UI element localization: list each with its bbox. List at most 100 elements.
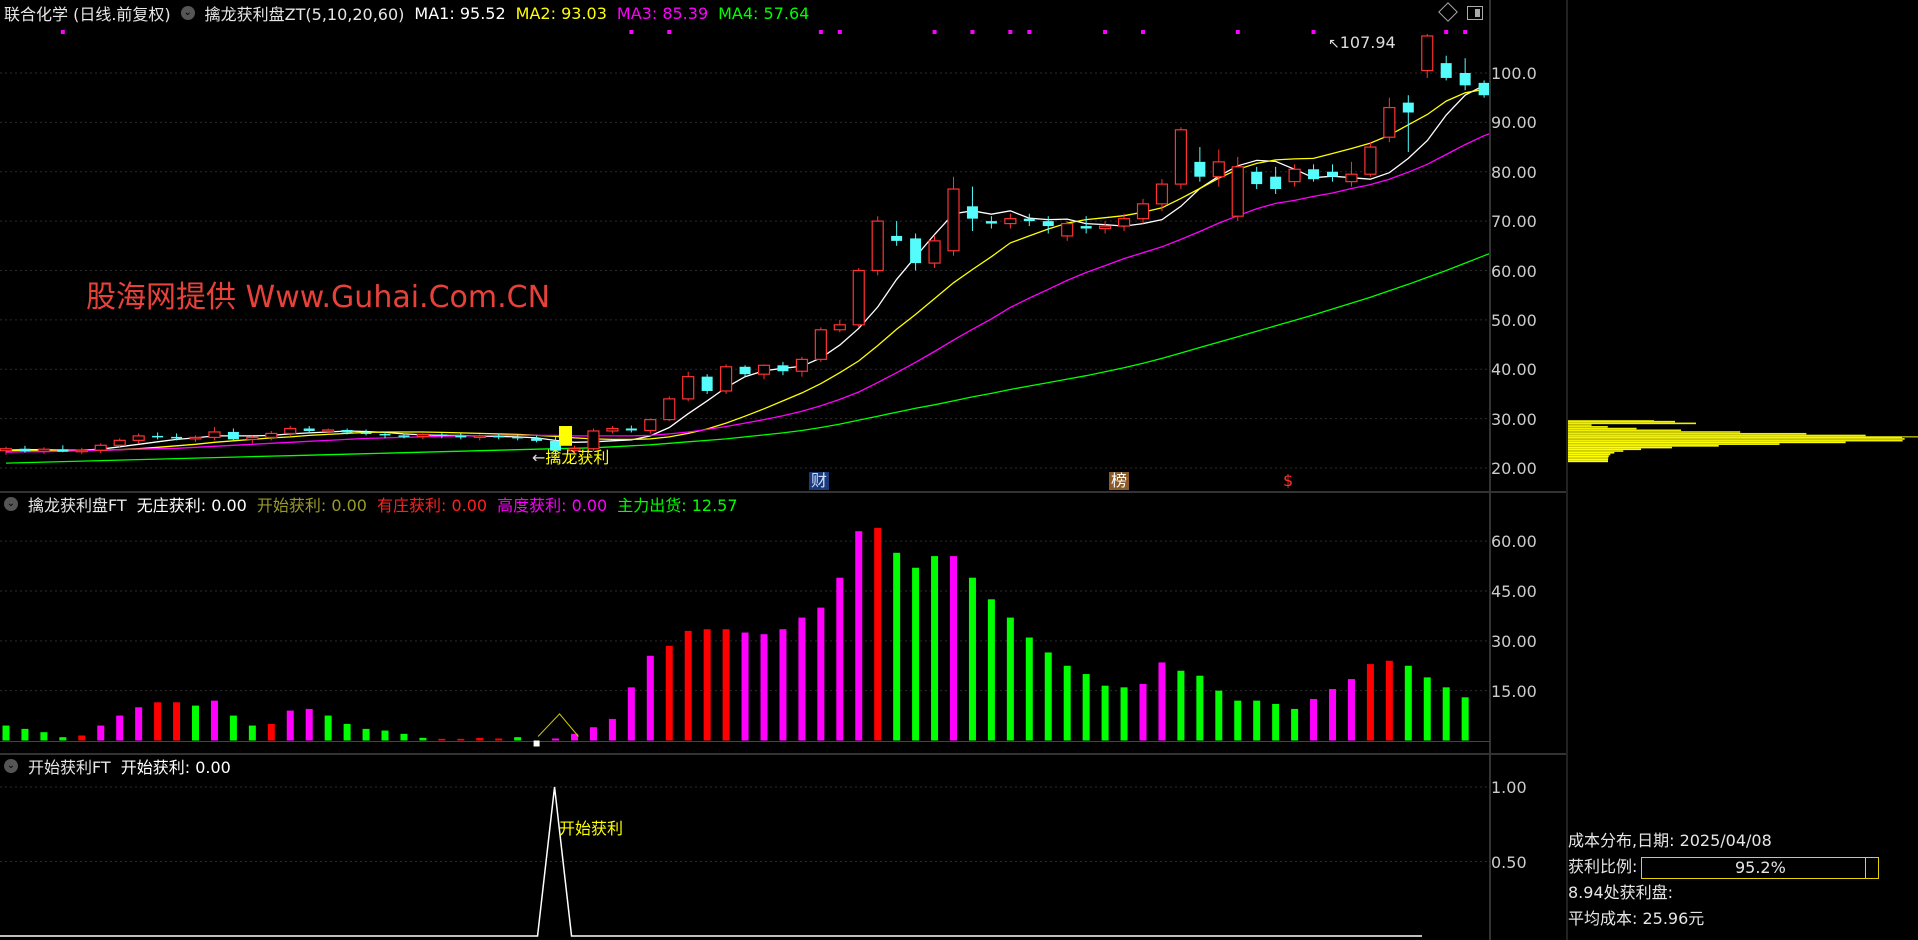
profit-bar [1196,675,1204,741]
profit-bar [874,527,882,741]
cai-marker[interactable]: 财 [809,471,830,490]
candle-body [227,431,239,440]
profit-bar [722,629,730,741]
ma2-line [5,88,1490,452]
chip-bar [1568,453,1611,456]
price-axis-label: 100.0 [1491,64,1537,83]
profit-bar [116,715,124,741]
candle-body [757,364,771,375]
candle-body [1459,73,1471,86]
candle-body [1421,35,1434,72]
candle-body [531,438,543,441]
candle-body [75,449,88,453]
profit-bar [1423,677,1431,741]
candle-body [493,435,505,438]
signal-marker [970,30,975,34]
profit-ratio-bar: 95.2% [1641,856,1880,879]
zhuli-value: 12.57 [691,496,738,515]
profit-bar [1101,685,1109,741]
candle-body [1117,218,1131,227]
candle-body [928,240,941,264]
bar-axis-label: 60.00 [1491,532,1537,552]
candle-body [795,358,809,372]
candle-body [1042,221,1054,227]
signal-square [533,740,540,747]
chip-bar [1568,420,1654,421]
profit-bar [210,700,218,741]
qinlong-signal-block [559,426,573,446]
candle-body [1383,106,1396,138]
profit-bar [779,629,787,741]
main-pane-header: 联合化学 (日线.前复权) ⌄ 擒龙获利盘ZT(5,10,20,60) MA1:… [4,2,809,25]
profit-bar [59,737,67,741]
ma3-label: MA3: [616,3,658,23]
candle-body [1308,169,1320,180]
sub2-name[interactable]: 开始获利FT [28,758,111,777]
stock-title[interactable]: 联合化学 (日线.前复权) [4,5,171,24]
indicator-name[interactable]: 擒龙获利盘ZT(5,10,20,60) [204,5,405,24]
axis-divider [1489,0,1491,940]
profit-bar [1366,664,1374,741]
candle-body [379,433,391,436]
candle-body [1440,63,1452,78]
gaodu-value: 0.00 [571,496,608,515]
sub2-dropdown-icon[interactable]: ⌄ [4,759,18,773]
spike-axis-label: 1.00 [1491,778,1527,797]
candle-body [1364,146,1377,175]
profit-bar [1063,665,1071,741]
bang-marker[interactable]: 榜 [1109,471,1130,490]
ma3-line [5,132,1490,453]
profit-bar [552,738,560,741]
candle-body [94,444,107,451]
profit-bar [646,655,654,741]
sub1-name[interactable]: 擒龙获利盘FT [28,496,127,515]
sub1-dropdown-icon[interactable]: ⌄ [4,497,18,511]
profit-bar [78,735,86,741]
signal-marker [1027,30,1032,34]
kaishi-label: 开始获利: [256,496,327,515]
zhuli-label: 主力出货: [617,496,687,515]
sub2-header: ⌄ 开始获利FT 开始获利: 0.00 [4,755,231,777]
profit-bar [1234,700,1242,741]
candle-body [625,428,637,431]
chip-bar [1568,431,1741,433]
profit-bar [703,629,711,741]
diamond-icon[interactable] [1438,2,1458,22]
candle-body [1345,173,1358,183]
profit-bar [343,723,351,741]
profit-bar [684,630,692,741]
indicator-dropdown-icon[interactable]: ⌄ [180,6,195,20]
profit-bar [627,687,635,741]
candle-body [682,376,695,400]
profit-bar [1120,687,1128,741]
signal-marker [1235,30,1240,34]
profit-bar [40,732,48,741]
price-axis-label: 80.00 [1491,162,1537,182]
profit-bar [1347,679,1355,741]
price-axis-label: 70.00 [1491,212,1537,232]
chip-bar [1568,427,1637,430]
qinlong-label: 擒龙获利 [545,448,610,467]
bar-axis-label: 45.00 [1491,582,1537,601]
sub2-kaishi-label: 开始获利: [120,758,191,777]
ma2-value: 93.03 [561,3,607,23]
layout-toggle-icon[interactable] [1467,6,1483,20]
dollar-marker[interactable]: $ [1283,471,1294,490]
candle-body [644,419,657,432]
chip-bar [1568,448,1642,451]
profit-bar [1215,690,1223,741]
profit-bar [21,728,29,741]
profit-bar [912,567,920,741]
profit-ratio-label: 获利比例: [1568,857,1638,876]
profit-bar [760,634,768,741]
candle-body [568,448,581,452]
watermark: 股海网提供 Www.Guhai.Com.CN [86,280,551,315]
chip-bar [1568,439,1903,442]
chip-bar [1568,432,1807,435]
chip-bar [1568,422,1696,425]
candle-body [1478,82,1490,96]
candle-body [739,366,751,375]
candle-body [152,435,164,438]
profit-bar [1404,665,1412,741]
candle-body [1194,161,1206,177]
